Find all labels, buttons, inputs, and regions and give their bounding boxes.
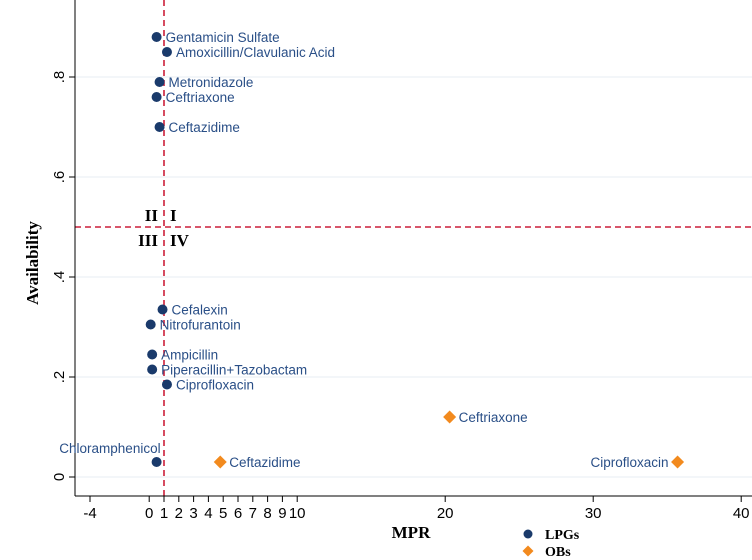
lpg-marker bbox=[151, 457, 162, 467]
data-points: Gentamicin SulfateAmoxicillin/Clavulanic… bbox=[59, 30, 685, 470]
lpg-marker bbox=[147, 349, 158, 360]
legend-label: OBs bbox=[545, 545, 571, 560]
x-tick-label: -4 bbox=[83, 505, 96, 522]
y-axis-title: Availability bbox=[23, 221, 42, 305]
ob-marker bbox=[443, 410, 457, 424]
legend: LPGs OBs bbox=[522, 528, 580, 560]
lpg-marker bbox=[154, 122, 165, 132]
x-tick-label: 5 bbox=[219, 505, 227, 522]
lpg-marker bbox=[145, 319, 156, 330]
legend-marker-lpgs bbox=[523, 529, 533, 539]
point-label: Ceftazidime bbox=[169, 120, 240, 135]
point-label: Ampicillin bbox=[161, 348, 218, 363]
y-tick-label: 0 bbox=[51, 473, 68, 481]
point-label: Piperacillin+Tazobactam bbox=[161, 363, 307, 378]
point-label: Ciprofloxacin bbox=[176, 378, 254, 393]
legend-label: LPGs bbox=[545, 528, 580, 543]
lpg-marker bbox=[157, 304, 168, 315]
y-tick-label: .6 bbox=[51, 171, 68, 184]
x-tick-label: 8 bbox=[263, 505, 271, 522]
point-label: Ceftazidime bbox=[229, 455, 300, 470]
point-label: Amoxicillin/Clavulanic Acid bbox=[176, 45, 335, 60]
x-tick-label: 2 bbox=[175, 505, 183, 522]
point-label: Ceftriaxone bbox=[459, 410, 528, 425]
legend-marker-obs bbox=[522, 545, 534, 557]
x-axis-title: MPR bbox=[392, 523, 431, 542]
point-label: Ciprofloxacin bbox=[591, 455, 669, 470]
ob-marker bbox=[671, 455, 685, 469]
x-tick-label: 40 bbox=[733, 505, 750, 522]
point-label: Metronidazole bbox=[169, 75, 254, 90]
point-label: Ceftriaxone bbox=[166, 90, 235, 105]
y-tick-label: .2 bbox=[51, 371, 68, 384]
point-label: Chloramphenicol bbox=[59, 441, 160, 456]
lpg-marker bbox=[161, 47, 172, 57]
point-label: Nitrofurantoin bbox=[160, 318, 241, 333]
point-label: Gentamicin Sulfate bbox=[166, 30, 280, 45]
grid-lines bbox=[75, 76, 752, 478]
quadrant-label: II bbox=[145, 206, 159, 225]
x-tick-label: 10 bbox=[289, 505, 306, 522]
x-tick-label: 20 bbox=[437, 505, 454, 522]
x-tick-label: 9 bbox=[278, 505, 286, 522]
axes: 0.2.4.6.8-4 0 1 2 3 4 5 6 7 8 9 10 20 30 40 bbox=[51, 0, 752, 522]
quadrant-label: I bbox=[170, 206, 177, 225]
quadrant-label: IV bbox=[170, 231, 190, 250]
point-label: Cefalexin bbox=[172, 303, 228, 318]
lpg-marker bbox=[154, 77, 165, 87]
y-tick-label: .8 bbox=[51, 71, 68, 84]
quadrant-label: III bbox=[138, 231, 158, 250]
x-tick-label: 30 bbox=[585, 505, 602, 522]
lpg-marker bbox=[151, 32, 162, 42]
x-tick-label: 1 bbox=[160, 505, 168, 522]
x-tick-label: 4 bbox=[204, 505, 212, 522]
ob-marker bbox=[213, 455, 227, 469]
lpg-marker bbox=[161, 379, 172, 390]
x-tick-label: 0 bbox=[145, 505, 153, 522]
lpg-marker bbox=[147, 364, 158, 375]
lpg-marker bbox=[151, 92, 162, 102]
x-tick-label: 3 bbox=[189, 505, 197, 522]
x-tick-label: 7 bbox=[249, 505, 257, 522]
x-tick-label: 6 bbox=[234, 505, 242, 522]
y-tick-label: .4 bbox=[51, 271, 68, 284]
